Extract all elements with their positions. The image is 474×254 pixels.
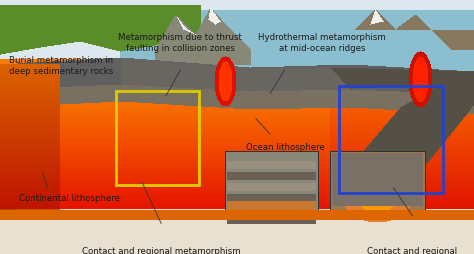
Bar	[339, 86, 443, 193]
Text: Ocean lithosphere: Ocean lithosphere	[246, 142, 325, 151]
Text: Metamorphism due to thrust
faulting in collision zones: Metamorphism due to thrust faulting in c…	[118, 33, 242, 52]
Bar	[116, 91, 199, 185]
Text: Burial metamorphism in
deep sedimentary rocks: Burial metamorphism in deep sedimentary …	[9, 56, 114, 75]
Text: Contact and regional metamorphism
at plate-collisional mountain ranges: Contact and regional metamorphism at pla…	[82, 246, 240, 254]
Text: Hydrothermal metamorphism
at mid-ocean ridges: Hydrothermal metamorphism at mid-ocean r…	[258, 33, 386, 52]
Text: Continental lithosphere: Continental lithosphere	[19, 193, 120, 202]
Text: Contact and regional
metamorphism
at subduction zones: Contact and regional metamorphism at sub…	[367, 246, 457, 254]
